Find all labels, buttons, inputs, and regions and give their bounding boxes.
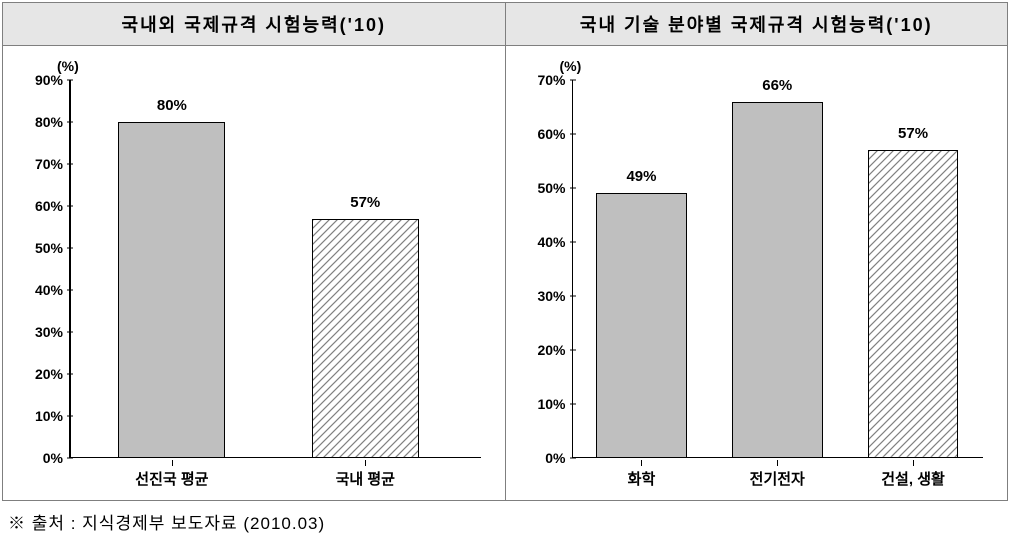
left-ytick-label: 80% xyxy=(35,114,63,130)
right-bar-value-label: 49% xyxy=(626,168,656,185)
left-y-axis: 0%10%20%30%40%50%60%70%80%90% xyxy=(23,80,67,458)
left-chart-unit-label: (%) xyxy=(57,58,491,74)
left-category-label: 국내 평균 xyxy=(336,468,395,489)
right-chart-cell: (%) 0% 10% 20% 30% 40% 50% 60% 70% 49% 66% 57% 화학… xyxy=(506,46,1008,500)
left-plot-area: 80% 57% xyxy=(69,80,481,458)
chart-container: 국내외 국제규격 시험능력('10) 국내 기술 분야별 국제규격 시험능력('… xyxy=(2,2,1008,501)
left-ytick-label: 0% xyxy=(43,450,63,466)
left-ytick-label: 10% xyxy=(35,408,63,424)
right-bar xyxy=(868,150,959,458)
left-bar-value-label: 80% xyxy=(157,97,187,114)
left-bar xyxy=(312,219,419,458)
left-x-axis: 선진국 평균 국내 평균 xyxy=(69,460,481,490)
left-category-label: 선진국 평균 xyxy=(135,468,208,489)
right-ytick-label: 20% xyxy=(537,342,565,358)
right-ytick-label: 50% xyxy=(537,180,565,196)
right-ytick-label: 70% xyxy=(537,72,565,88)
right-xtick-mark xyxy=(913,460,914,466)
source-footer: ※ 출처 : 지식경제부 보도자료 (2010.03) xyxy=(2,501,1008,538)
right-category-label: 전기전자 xyxy=(750,468,805,489)
right-bar xyxy=(732,102,823,458)
left-ytick-label: 40% xyxy=(35,282,63,298)
charts-row: (%) 0% 10% 20% 30% 40% 50% 60% 70% 80% 90% 80% 57%… xyxy=(3,46,1007,500)
left-chart-title: 국내외 국제규격 시험능력('10) xyxy=(3,3,506,45)
left-ytick-label: 30% xyxy=(35,324,63,340)
right-ytick-label: 30% xyxy=(537,288,565,304)
header-row: 국내외 국제규격 시험능력('10) 국내 기술 분야별 국제규격 시험능력('… xyxy=(3,3,1007,46)
right-xtick-mark xyxy=(641,460,642,466)
left-ytick-label: 90% xyxy=(35,72,63,88)
left-xtick-mark xyxy=(365,460,366,466)
right-ytick-label: 0% xyxy=(545,450,565,466)
right-ytick-label: 60% xyxy=(537,126,565,142)
left-ytick-label: 50% xyxy=(35,240,63,256)
right-xtick-mark xyxy=(777,460,778,466)
right-bar-value-label: 66% xyxy=(762,77,792,94)
left-ytick-label: 70% xyxy=(35,156,63,172)
right-category-label: 건설, 생활 xyxy=(881,468,945,489)
right-y-axis: 0%10%20%30%40%50%60%70% xyxy=(526,80,570,458)
left-ytick-label: 20% xyxy=(35,366,63,382)
left-ytick-label: 60% xyxy=(35,198,63,214)
left-bar-value-label: 57% xyxy=(350,194,380,211)
left-chart-area: 0%10%20%30%40%50%60%70%80%90% 80%57% 선진국… xyxy=(23,80,491,490)
left-bar xyxy=(118,122,225,458)
right-bar xyxy=(596,193,687,458)
right-ytick-label: 10% xyxy=(537,396,565,412)
left-chart-cell: (%) 0% 10% 20% 30% 40% 50% 60% 70% 80% 90% 80% 57%… xyxy=(3,46,506,500)
right-x-axis: 화학 전기전자 건설, 생활 xyxy=(572,460,984,490)
left-xtick-mark xyxy=(172,460,173,466)
right-chart-unit-label: (%) xyxy=(560,58,994,74)
right-bar-value-label: 57% xyxy=(898,125,928,142)
right-chart-title: 국내 기술 분야별 국제규격 시험능력('10) xyxy=(506,3,1008,45)
right-category-label: 화학 xyxy=(628,468,656,489)
right-chart-area: 0%10%20%30%40%50%60%70% 49%66%57% 화학전기전자… xyxy=(526,80,994,490)
right-plot-area: 49% 66% 57% xyxy=(572,80,984,458)
right-ytick-label: 40% xyxy=(537,234,565,250)
